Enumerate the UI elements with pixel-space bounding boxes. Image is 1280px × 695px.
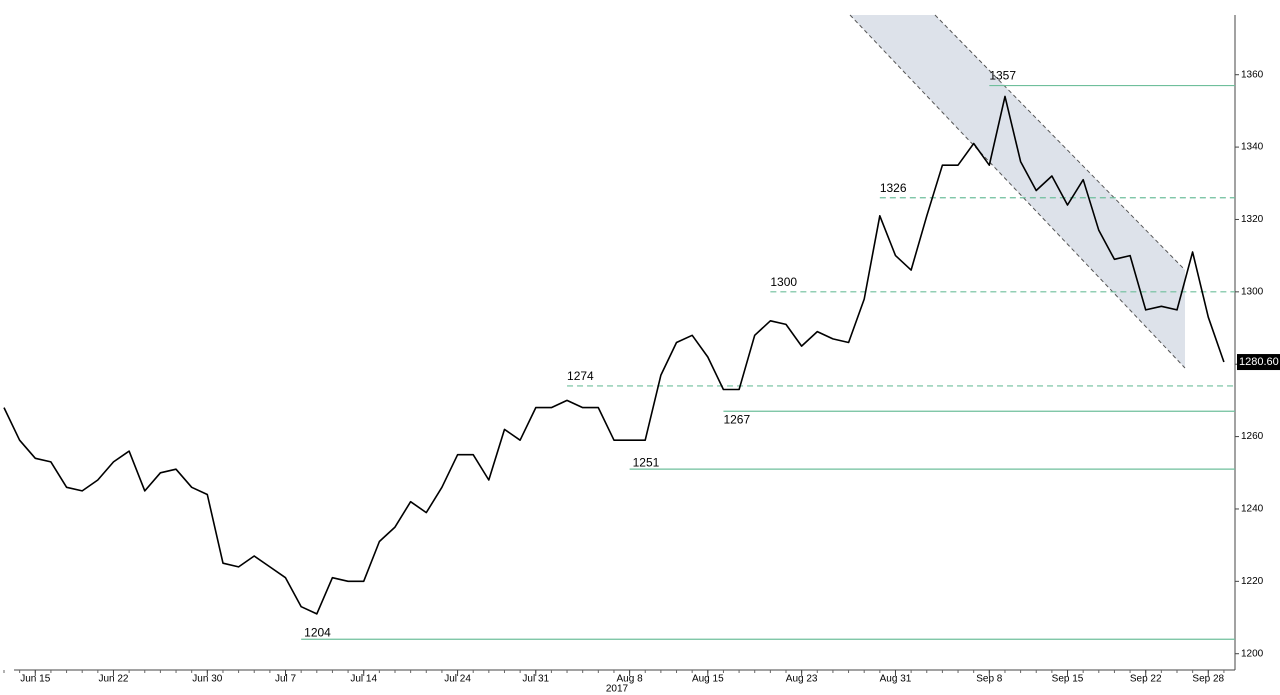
y-tick-label: 1260 [1241,431,1264,442]
level-label: 1326 [880,181,907,195]
y-tick-label: 1340 [1241,142,1264,153]
y-tick-label: 1300 [1241,286,1264,297]
price-line [3,95,1225,615]
level-label: 1357 [989,69,1016,83]
year-label: 2017 [606,684,629,695]
y-tick-label: 1220 [1241,576,1264,587]
x-tick-label: Jul 7 [275,674,297,685]
x-tick-label: Sep 22 [1130,674,1162,685]
level-label: 1204 [304,625,331,639]
x-tick-label: Jul 14 [350,674,377,685]
y-tick-label: 1240 [1241,504,1264,515]
x-tick-label: Jul 31 [522,674,549,685]
last-value-badge [1237,354,1280,371]
x-tick-label: Aug 31 [880,674,912,685]
x-tick-label: Aug 23 [786,674,818,685]
channel-upper [934,14,1186,271]
x-tick-label: Jun 22 [98,674,128,685]
x-tick-label: Sep 28 [1192,674,1224,685]
x-tick-label: Jun 15 [20,674,50,685]
x-tick-label: Sep 8 [976,674,1003,685]
y-tick-label: 1320 [1241,214,1264,225]
x-tick-label: Aug 15 [692,674,724,685]
last-value-label: 1280.60 [1239,356,1279,368]
level-label: 1251 [633,455,660,469]
level-label: 1274 [567,369,594,383]
level-label: 1300 [770,275,797,289]
x-tick-label: Jun 30 [192,674,222,685]
y-tick-label: 1360 [1241,69,1264,80]
x-tick-label: Jul 24 [444,674,471,685]
level-label: 1267 [723,412,750,426]
x-tick-label: Aug 8 [617,674,644,685]
x-tick-label: Sep 15 [1052,674,1084,685]
y-tick-label: 1200 [1241,648,1264,659]
